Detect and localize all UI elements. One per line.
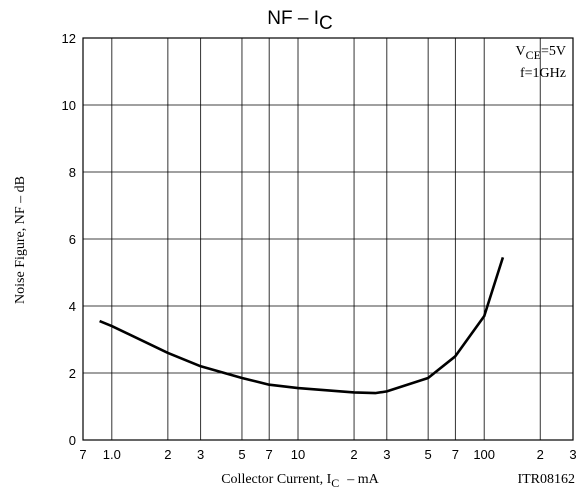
x-tick-label: 3 bbox=[383, 447, 390, 462]
x-tick-label: 2 bbox=[164, 447, 171, 462]
annotation-vce: VCE=5V bbox=[516, 44, 566, 62]
x-tick-label: 7 bbox=[266, 447, 273, 462]
y-tick-label: 4 bbox=[69, 299, 76, 314]
y-tick-label: 8 bbox=[69, 165, 76, 180]
x-tick-label: 3 bbox=[569, 447, 576, 462]
figure-code: ITR08162 bbox=[517, 472, 575, 487]
x-tick-label: 5 bbox=[425, 447, 432, 462]
y-tick-label: 0 bbox=[69, 433, 76, 448]
x-tick-label: 7 bbox=[452, 447, 459, 462]
x-tick-label: 10 bbox=[291, 447, 305, 462]
x-tick-label: 7 bbox=[79, 447, 86, 462]
x-tick-label: 2 bbox=[350, 447, 357, 462]
annotation-f: f=1GHz bbox=[520, 66, 566, 81]
x-tick-label: 2 bbox=[537, 447, 544, 462]
y-tick-label: 12 bbox=[62, 31, 76, 46]
x-tick-label: 1.0 bbox=[103, 447, 121, 462]
y-tick-label: 10 bbox=[62, 98, 76, 113]
title-main: NF – I bbox=[267, 8, 319, 29]
x-label: Collector Current, IC – mA bbox=[221, 472, 379, 490]
annotation-v-rest: =5V bbox=[541, 44, 566, 59]
curve bbox=[99, 257, 505, 395]
annotation-v: V bbox=[516, 44, 526, 59]
x-label-main: Collector Current, I bbox=[221, 472, 331, 487]
annotation-v-sub: CE bbox=[526, 48, 541, 62]
x-tick-label: 100 bbox=[473, 447, 495, 462]
x-label-unit: – mA bbox=[346, 472, 379, 487]
y-label: Noise Figure, NF – dB bbox=[13, 176, 28, 304]
y-tick-label: 2 bbox=[69, 366, 76, 381]
chart-title: NF – IC bbox=[267, 8, 332, 34]
title-sub: C bbox=[319, 13, 333, 34]
x-tick-label: 5 bbox=[238, 447, 245, 462]
x-label-sub: C bbox=[331, 476, 339, 490]
x-tick-label: 3 bbox=[197, 447, 204, 462]
y-tick-label: 6 bbox=[69, 232, 76, 247]
